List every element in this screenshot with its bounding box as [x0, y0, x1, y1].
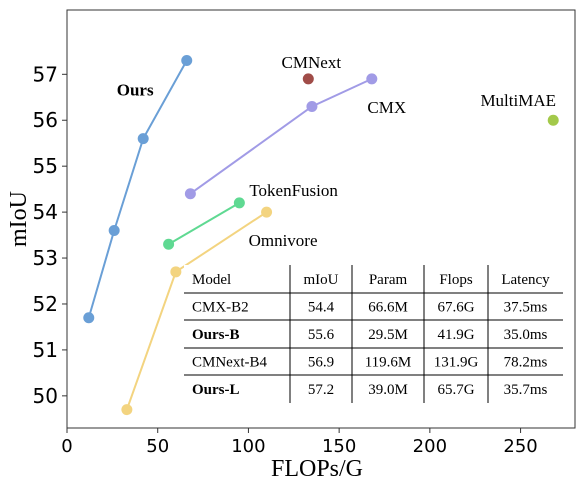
ours-label: Ours: [117, 81, 154, 100]
multimae-label: MultiMAE: [480, 91, 556, 110]
multimae-point: [547, 114, 559, 126]
table-cell: 41.9G: [437, 327, 474, 343]
cmx-point: [366, 73, 378, 85]
tokenfusion-line: [168, 202, 240, 246]
tokenfusion-label: TokenFusion: [249, 181, 338, 200]
y-tick-label: 57: [33, 62, 58, 86]
table-cell: 131.9G: [434, 355, 479, 371]
x-axis-label: FLOPs/G: [271, 456, 363, 480]
table-cell: 35.7ms: [504, 382, 548, 398]
table-cell: 67.6G: [437, 300, 474, 316]
table-cell: 66.6M: [368, 300, 408, 316]
ours-point: [181, 55, 193, 67]
table-header-cell: Model: [192, 272, 231, 288]
omnivore-point: [261, 206, 273, 218]
table-cell: 65.7G: [437, 382, 474, 398]
table-cell: Ours-B: [192, 327, 240, 343]
cmx-label: CMX: [367, 98, 406, 117]
y-tick-label: 54: [33, 200, 58, 224]
table-cell: 35.0ms: [504, 327, 548, 343]
x-tick-label: 200: [413, 436, 447, 457]
ours-line: [87, 60, 188, 319]
table-cell: CMNext-B4: [192, 355, 268, 371]
y-tick-label: 55: [33, 154, 58, 178]
series-labels: Ours CMX TokenFusion Omnivore CMNext MultiMAE: [117, 53, 556, 250]
table-cell: 78.2ms: [504, 355, 548, 371]
table-background: [184, 265, 563, 403]
cmx-point: [306, 100, 318, 112]
table-cell: 57.2: [308, 382, 334, 398]
x-tick-label: 50: [146, 436, 169, 457]
y-tick-label: 51: [33, 338, 58, 362]
omnivore-point: [170, 266, 182, 278]
tokenfusion-point: [163, 238, 175, 250]
cmx-line: [189, 77, 373, 195]
omnivore-label: Omnivore: [249, 231, 318, 250]
table-cell: 39.0M: [368, 382, 408, 398]
cmnext-point: [302, 73, 314, 85]
table-cell: 37.5ms: [504, 300, 548, 316]
table-cell: 54.4: [308, 300, 335, 316]
table-header-cell: Param: [369, 272, 408, 288]
table-header-cell: Latency: [501, 272, 550, 288]
cmnext-label: CMNext: [282, 53, 342, 72]
y-tick-label: 50: [33, 384, 58, 408]
x-tick-label: 100: [231, 436, 265, 457]
table-cell: 119.6M: [365, 355, 412, 371]
table-cell: 29.5M: [368, 327, 408, 343]
tokenfusion-point: [233, 197, 245, 209]
y-tick-label: 56: [33, 108, 58, 132]
omnivore-point: [121, 404, 133, 416]
table-cell: 55.6: [308, 327, 335, 343]
cmx-point: [184, 188, 196, 200]
x-tick-label: 0: [61, 436, 72, 457]
y-tick-label: 53: [33, 246, 58, 270]
axes: 0 50 100 150 200 250 50 51 52 53 54 55 56 57: [33, 62, 538, 457]
ours-point: [83, 312, 95, 324]
ours-point: [108, 224, 120, 236]
plot-frame: [66, 9, 576, 429]
comparison-table: Model mIoU Param Flops Latency CMX-B2 54.4 66.6…: [184, 265, 563, 403]
table-cell: Ours-L: [192, 382, 240, 398]
table-header-cell: Flops: [439, 272, 473, 288]
x-tick-label: 150: [322, 436, 356, 457]
x-tick-label: 250: [503, 436, 537, 457]
table-cell: 56.9: [308, 355, 334, 371]
table-header-cell: mIoU: [304, 272, 339, 288]
y-tick-label: 52: [33, 292, 58, 316]
series-layer: [83, 55, 559, 416]
ours-point: [137, 133, 149, 145]
table-cell: CMX-B2: [192, 300, 249, 316]
y-axis-label: mIoU: [6, 191, 32, 247]
